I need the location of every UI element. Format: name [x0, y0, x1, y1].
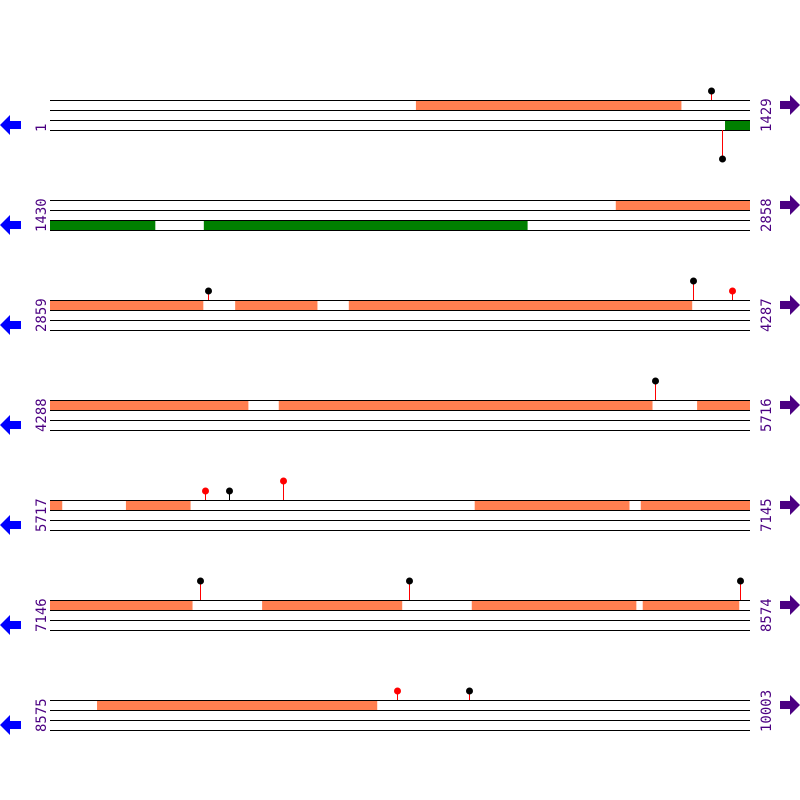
pin-head [205, 287, 212, 295]
pin-head [719, 155, 726, 163]
arrow-right-icon[interactable] [780, 295, 800, 315]
arrow-left-icon[interactable] [0, 215, 21, 235]
map-row: 1430 2858 [0, 195, 800, 235]
pin-head [394, 687, 401, 695]
forward-feature [50, 500, 63, 510]
map-row: 4288 5716 [0, 377, 800, 435]
map-row: 1 1429 [0, 87, 800, 163]
row-end-label: 4287 [759, 298, 775, 332]
arrow-right-icon[interactable] [780, 395, 800, 415]
forward-feature [415, 100, 682, 110]
arrow-right-icon[interactable] [780, 195, 800, 215]
pin-head [280, 477, 287, 485]
forward-feature [50, 300, 204, 310]
forward-feature [474, 500, 630, 510]
pin-head [406, 577, 413, 585]
forward-feature [471, 600, 637, 610]
row-end-label: 8574 [759, 598, 775, 632]
forward-feature [262, 600, 403, 610]
forward-feature [348, 300, 693, 310]
forward-feature [50, 600, 193, 610]
pin-head [708, 87, 715, 95]
arrow-left-icon[interactable] [0, 515, 21, 535]
arrow-right-icon[interactable] [780, 695, 800, 715]
arrow-left-icon[interactable] [0, 415, 21, 435]
row-start-label: 2859 [34, 298, 50, 332]
arrow-left-icon[interactable] [0, 715, 21, 735]
row-start-label: 7146 [34, 598, 50, 632]
pin-head [202, 487, 209, 495]
pin-head [652, 377, 659, 385]
arrow-right-icon[interactable] [780, 95, 800, 115]
row-start-label: 8575 [34, 698, 50, 732]
forward-feature [278, 400, 653, 410]
row-end-label: 2858 [759, 198, 775, 232]
row-start-label: 4288 [34, 398, 50, 432]
forward-feature [615, 200, 750, 210]
pin-head [226, 487, 233, 495]
row-start-label: 5717 [34, 498, 50, 532]
reverse-feature [50, 220, 156, 230]
map-row: 5717 7145 [0, 477, 800, 535]
arrow-left-icon[interactable] [0, 315, 21, 335]
forward-feature [642, 600, 740, 610]
map-row: 8575 10003 [0, 687, 800, 735]
arrow-right-icon[interactable] [780, 595, 800, 615]
forward-feature [50, 400, 249, 410]
pin-head [466, 687, 473, 695]
forward-feature [640, 500, 750, 510]
row-end-label: 7145 [759, 498, 775, 532]
pin-head [729, 287, 736, 295]
arrow-right-icon[interactable] [780, 495, 800, 515]
row-end-label: 1429 [759, 98, 775, 132]
reverse-feature [725, 120, 750, 130]
forward-feature [235, 300, 318, 310]
forward-feature [125, 500, 191, 510]
row-end-label: 5716 [759, 398, 775, 432]
row-end-label: 10003 [759, 690, 775, 732]
arrow-left-icon[interactable] [0, 115, 21, 135]
arrow-left-icon[interactable] [0, 615, 21, 635]
forward-feature [97, 700, 378, 710]
map-row: 2859 4287 [0, 277, 800, 335]
pin-head [690, 277, 697, 285]
map-row: 7146 8574 [0, 577, 800, 635]
pin-head [737, 577, 744, 585]
forward-feature [697, 400, 750, 410]
row-start-label: 1430 [34, 198, 50, 232]
reverse-feature [203, 220, 528, 230]
pin-head [197, 577, 204, 585]
row-start-label: 1 [34, 124, 50, 132]
